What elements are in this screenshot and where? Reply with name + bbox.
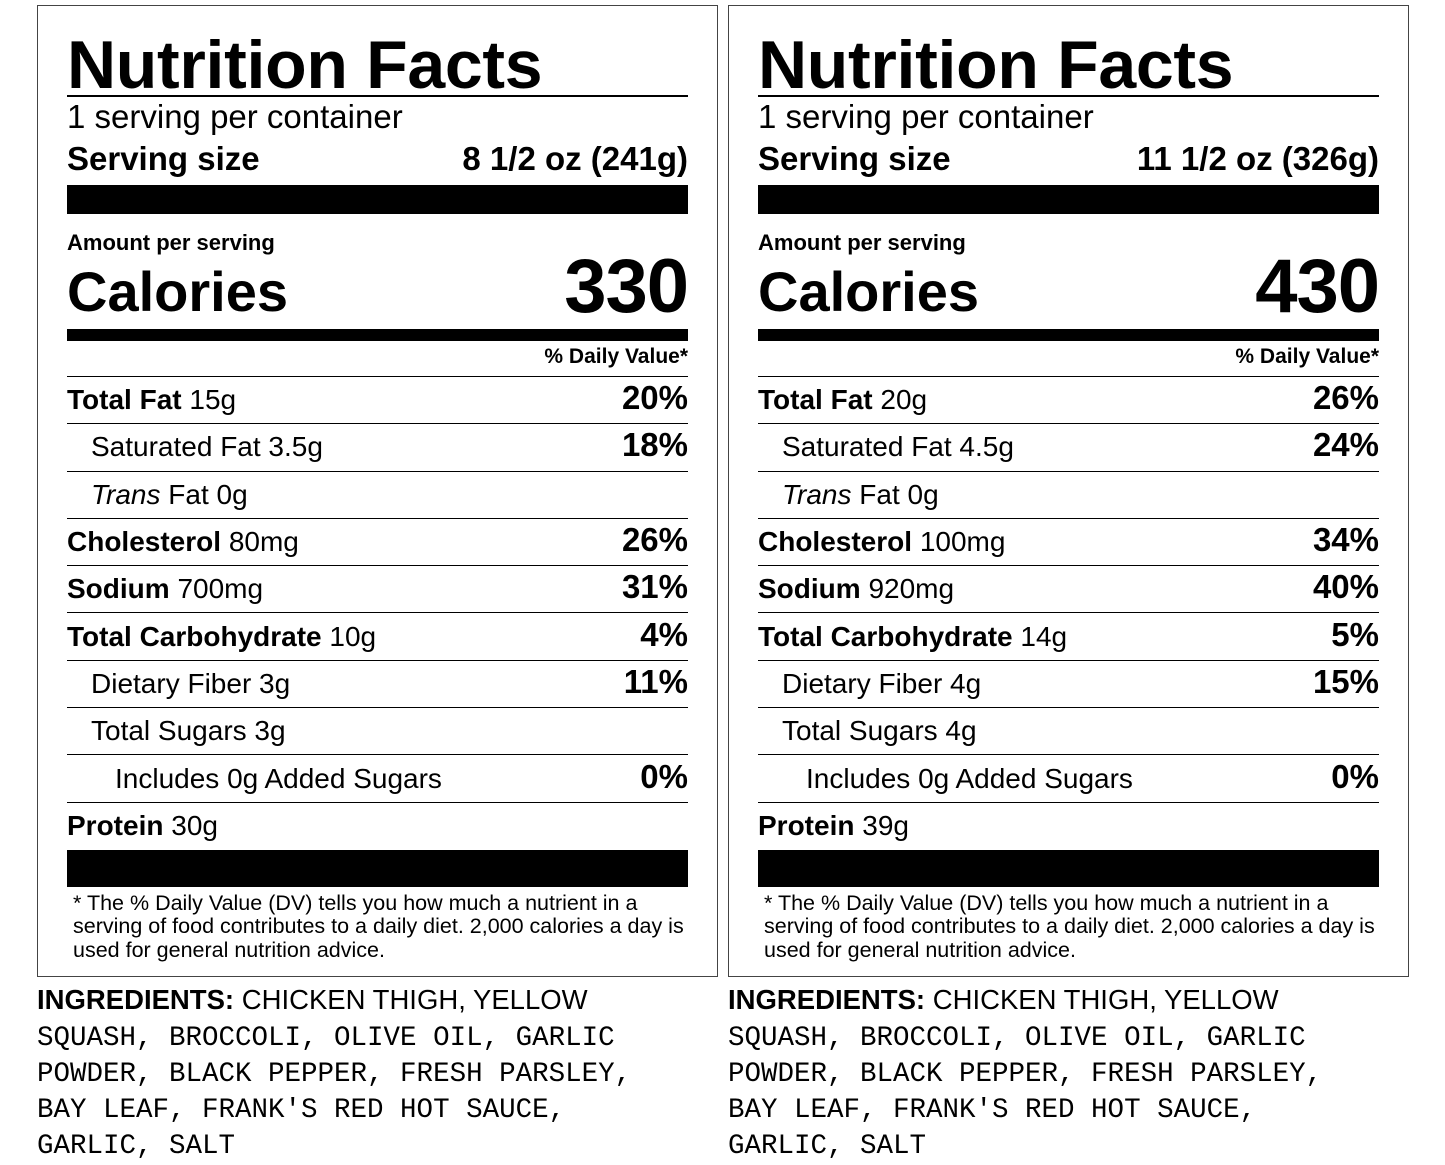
nutrient-row-total-fat: Total Fat 15g 20% [67, 377, 688, 425]
nutrient-row-total-sugars: Total Sugars 3g [67, 708, 688, 756]
nutrient-row-total-carbohydrate: Total Carbohydrate 14g 5% [758, 613, 1379, 661]
nutrient-row-total-sugars: Total Sugars 4g [758, 708, 1379, 756]
daily-value-percent: 15% [1312, 662, 1379, 700]
daily-value-percent: 26% [621, 521, 688, 559]
servings-per-container: 1 serving per container [67, 98, 403, 135]
thick-divider [67, 185, 688, 214]
medium-divider [758, 329, 1379, 341]
amount-per-serving: Amount per serving [758, 230, 966, 255]
thick-divider-bottom [67, 849, 688, 887]
daily-value-percent: 24% [1312, 426, 1379, 464]
nutrient-row-dietary-fiber: Dietary Fiber 3g 11% [67, 661, 688, 709]
ingredients-label: INGREDIENTS: [728, 984, 926, 1015]
serving-size-row: Serving size 11 1/2 oz (326g) [758, 139, 1379, 185]
calories-label: Calories [758, 260, 979, 323]
thick-divider-bottom [758, 849, 1379, 887]
daily-value-footnote: * The % Daily Value (DV) tells you how m… [764, 890, 1375, 962]
thick-divider [758, 185, 1379, 214]
nutrient-row-trans-fat: Trans Fat 0g [758, 472, 1379, 519]
nutrition-panel-left: Nutrition Facts 1 serving per container … [37, 5, 718, 1165]
daily-value-footnote: * The % Daily Value (DV) tells you how m… [73, 890, 684, 962]
nutrient-row-added-sugars: Includes 0g Added Sugars 0% [758, 755, 1379, 803]
calories-row: Calories 430 [758, 244, 1380, 329]
ingredients-label: INGREDIENTS: [37, 984, 235, 1015]
serving-size-row: Serving size 8 1/2 oz (241g) [67, 139, 688, 185]
nutrition-facts-label: Nutrition Facts 1 serving per container … [37, 5, 718, 977]
nutrient-row-saturated-fat: Saturated Fat 3.5g 18% [67, 424, 688, 472]
amount-per-serving: Amount per serving [67, 230, 275, 255]
calories-row: Calories 330 [67, 244, 689, 329]
daily-value-percent: 34% [1312, 521, 1379, 559]
nutrient-row-protein: Protein 30g [67, 810, 218, 842]
daily-value-percent: 0% [1331, 757, 1379, 795]
daily-value-header: % Daily Value* [758, 341, 1379, 377]
nutrient-row-sodium: Sodium 920mg 40% [758, 566, 1379, 614]
nutrient-row-trans-fat: Trans Fat 0g [67, 472, 688, 519]
ingredients-list: INGREDIENTS: CHICKEN THIGH, YELLOW SQUAS… [728, 984, 1323, 1162]
daily-value-percent: 5% [1331, 615, 1379, 653]
serving-size-value: 8 1/2 oz (241g) [462, 140, 688, 177]
nutrition-facts-label: Nutrition Facts 1 serving per container … [728, 5, 1409, 977]
label-title: Nutrition Facts [758, 6, 1379, 100]
daily-value-percent: 4% [640, 615, 688, 653]
serving-size-label: Serving size [758, 140, 951, 177]
daily-value-percent: 0% [640, 757, 688, 795]
nutrient-row-dietary-fiber: Dietary Fiber 4g 15% [758, 661, 1379, 709]
calories-value: 330 [564, 244, 689, 329]
daily-value-percent: 31% [621, 568, 688, 606]
nutrient-row-cholesterol: Cholesterol 80mg 26% [67, 519, 688, 567]
daily-value-percent: 20% [621, 379, 688, 417]
serving-size-value: 11 1/2 oz (326g) [1136, 140, 1379, 177]
nutrient-row-saturated-fat: Saturated Fat 4.5g 24% [758, 424, 1379, 472]
nutrient-row-added-sugars: Includes 0g Added Sugars 0% [67, 755, 688, 803]
nutrient-row-total-fat: Total Fat 20g 26% [758, 377, 1379, 425]
label-title: Nutrition Facts [67, 6, 688, 100]
nutrient-row-cholesterol: Cholesterol 100mg 34% [758, 519, 1379, 567]
daily-value-percent: 40% [1312, 568, 1379, 606]
daily-value-header: % Daily Value* [67, 341, 688, 377]
servings-per-container: 1 serving per container [758, 98, 1094, 135]
calories-value: 430 [1255, 244, 1380, 329]
daily-value-percent: 26% [1312, 379, 1379, 417]
daily-value-percent: 11% [623, 662, 688, 700]
medium-divider [67, 329, 688, 341]
daily-value-percent: 18% [621, 426, 688, 464]
ingredients-list: INGREDIENTS: CHICKEN THIGH, YELLOW SQUAS… [37, 984, 632, 1162]
nutrient-row-sodium: Sodium 700mg 31% [67, 566, 688, 614]
calories-label: Calories [67, 260, 288, 323]
nutrient-row-protein: Protein 39g [758, 810, 909, 842]
serving-size-label: Serving size [67, 140, 260, 177]
nutrient-row-total-carbohydrate: Total Carbohydrate 10g 4% [67, 613, 688, 661]
nutrition-panel-right: Nutrition Facts 1 serving per container … [728, 5, 1409, 1165]
